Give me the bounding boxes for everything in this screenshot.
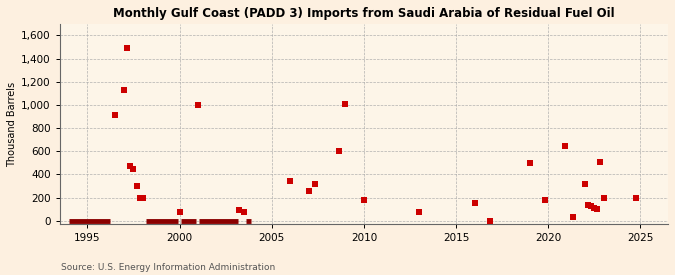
Point bbox=[595, 160, 605, 164]
Point bbox=[358, 198, 369, 202]
Point bbox=[122, 46, 133, 50]
Point bbox=[239, 209, 250, 214]
Point bbox=[414, 209, 425, 214]
Title: Monthly Gulf Coast (PADD 3) Imports from Saudi Arabia of Residual Fuel Oil: Monthly Gulf Coast (PADD 3) Imports from… bbox=[113, 7, 615, 20]
Point bbox=[137, 196, 148, 200]
Point bbox=[340, 102, 351, 106]
Point bbox=[125, 164, 136, 169]
Point bbox=[234, 208, 245, 213]
Point bbox=[109, 113, 120, 118]
Point bbox=[586, 204, 597, 208]
Point bbox=[583, 202, 593, 207]
Point bbox=[598, 196, 609, 200]
Point bbox=[469, 201, 480, 206]
Point bbox=[134, 196, 145, 200]
Point bbox=[540, 198, 551, 202]
Point bbox=[303, 188, 314, 193]
Point bbox=[192, 103, 203, 107]
Text: Source: U.S. Energy Information Administration: Source: U.S. Energy Information Administ… bbox=[61, 263, 275, 272]
Point bbox=[560, 143, 570, 148]
Y-axis label: Thousand Barrels: Thousand Barrels bbox=[7, 81, 17, 167]
Point bbox=[589, 206, 599, 210]
Point bbox=[128, 166, 139, 171]
Point bbox=[630, 196, 641, 200]
Point bbox=[568, 215, 578, 219]
Point bbox=[485, 219, 495, 223]
Point bbox=[131, 184, 142, 188]
Point bbox=[119, 88, 130, 92]
Point bbox=[524, 161, 535, 165]
Point bbox=[580, 182, 591, 186]
Point bbox=[174, 209, 185, 214]
Point bbox=[592, 207, 603, 211]
Point bbox=[285, 179, 296, 184]
Point bbox=[334, 149, 345, 153]
Point bbox=[309, 182, 320, 186]
